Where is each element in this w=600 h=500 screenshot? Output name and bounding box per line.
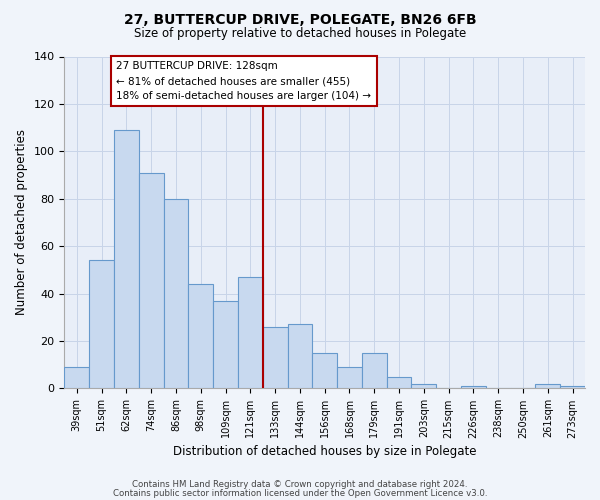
Bar	[213, 300, 238, 388]
Bar	[238, 277, 263, 388]
Bar	[64, 367, 89, 388]
Bar	[412, 384, 436, 388]
Bar	[337, 367, 362, 388]
Bar	[362, 353, 386, 388]
Bar	[89, 260, 114, 388]
Text: 27, BUTTERCUP DRIVE, POLEGATE, BN26 6FB: 27, BUTTERCUP DRIVE, POLEGATE, BN26 6FB	[124, 12, 476, 26]
Bar	[535, 384, 560, 388]
Text: Contains HM Land Registry data © Crown copyright and database right 2024.: Contains HM Land Registry data © Crown c…	[132, 480, 468, 489]
Bar	[263, 327, 287, 388]
Bar	[461, 386, 486, 388]
Y-axis label: Number of detached properties: Number of detached properties	[15, 130, 28, 316]
Text: 27 BUTTERCUP DRIVE: 128sqm
← 81% of detached houses are smaller (455)
18% of sem: 27 BUTTERCUP DRIVE: 128sqm ← 81% of deta…	[116, 61, 371, 101]
Bar	[386, 376, 412, 388]
Bar	[313, 353, 337, 388]
Bar	[164, 199, 188, 388]
Bar	[188, 284, 213, 389]
Bar	[287, 324, 313, 388]
Text: Contains public sector information licensed under the Open Government Licence v3: Contains public sector information licen…	[113, 488, 487, 498]
Bar	[560, 386, 585, 388]
Bar	[114, 130, 139, 388]
Bar	[139, 172, 164, 388]
X-axis label: Distribution of detached houses by size in Polegate: Distribution of detached houses by size …	[173, 444, 476, 458]
Text: Size of property relative to detached houses in Polegate: Size of property relative to detached ho…	[134, 28, 466, 40]
